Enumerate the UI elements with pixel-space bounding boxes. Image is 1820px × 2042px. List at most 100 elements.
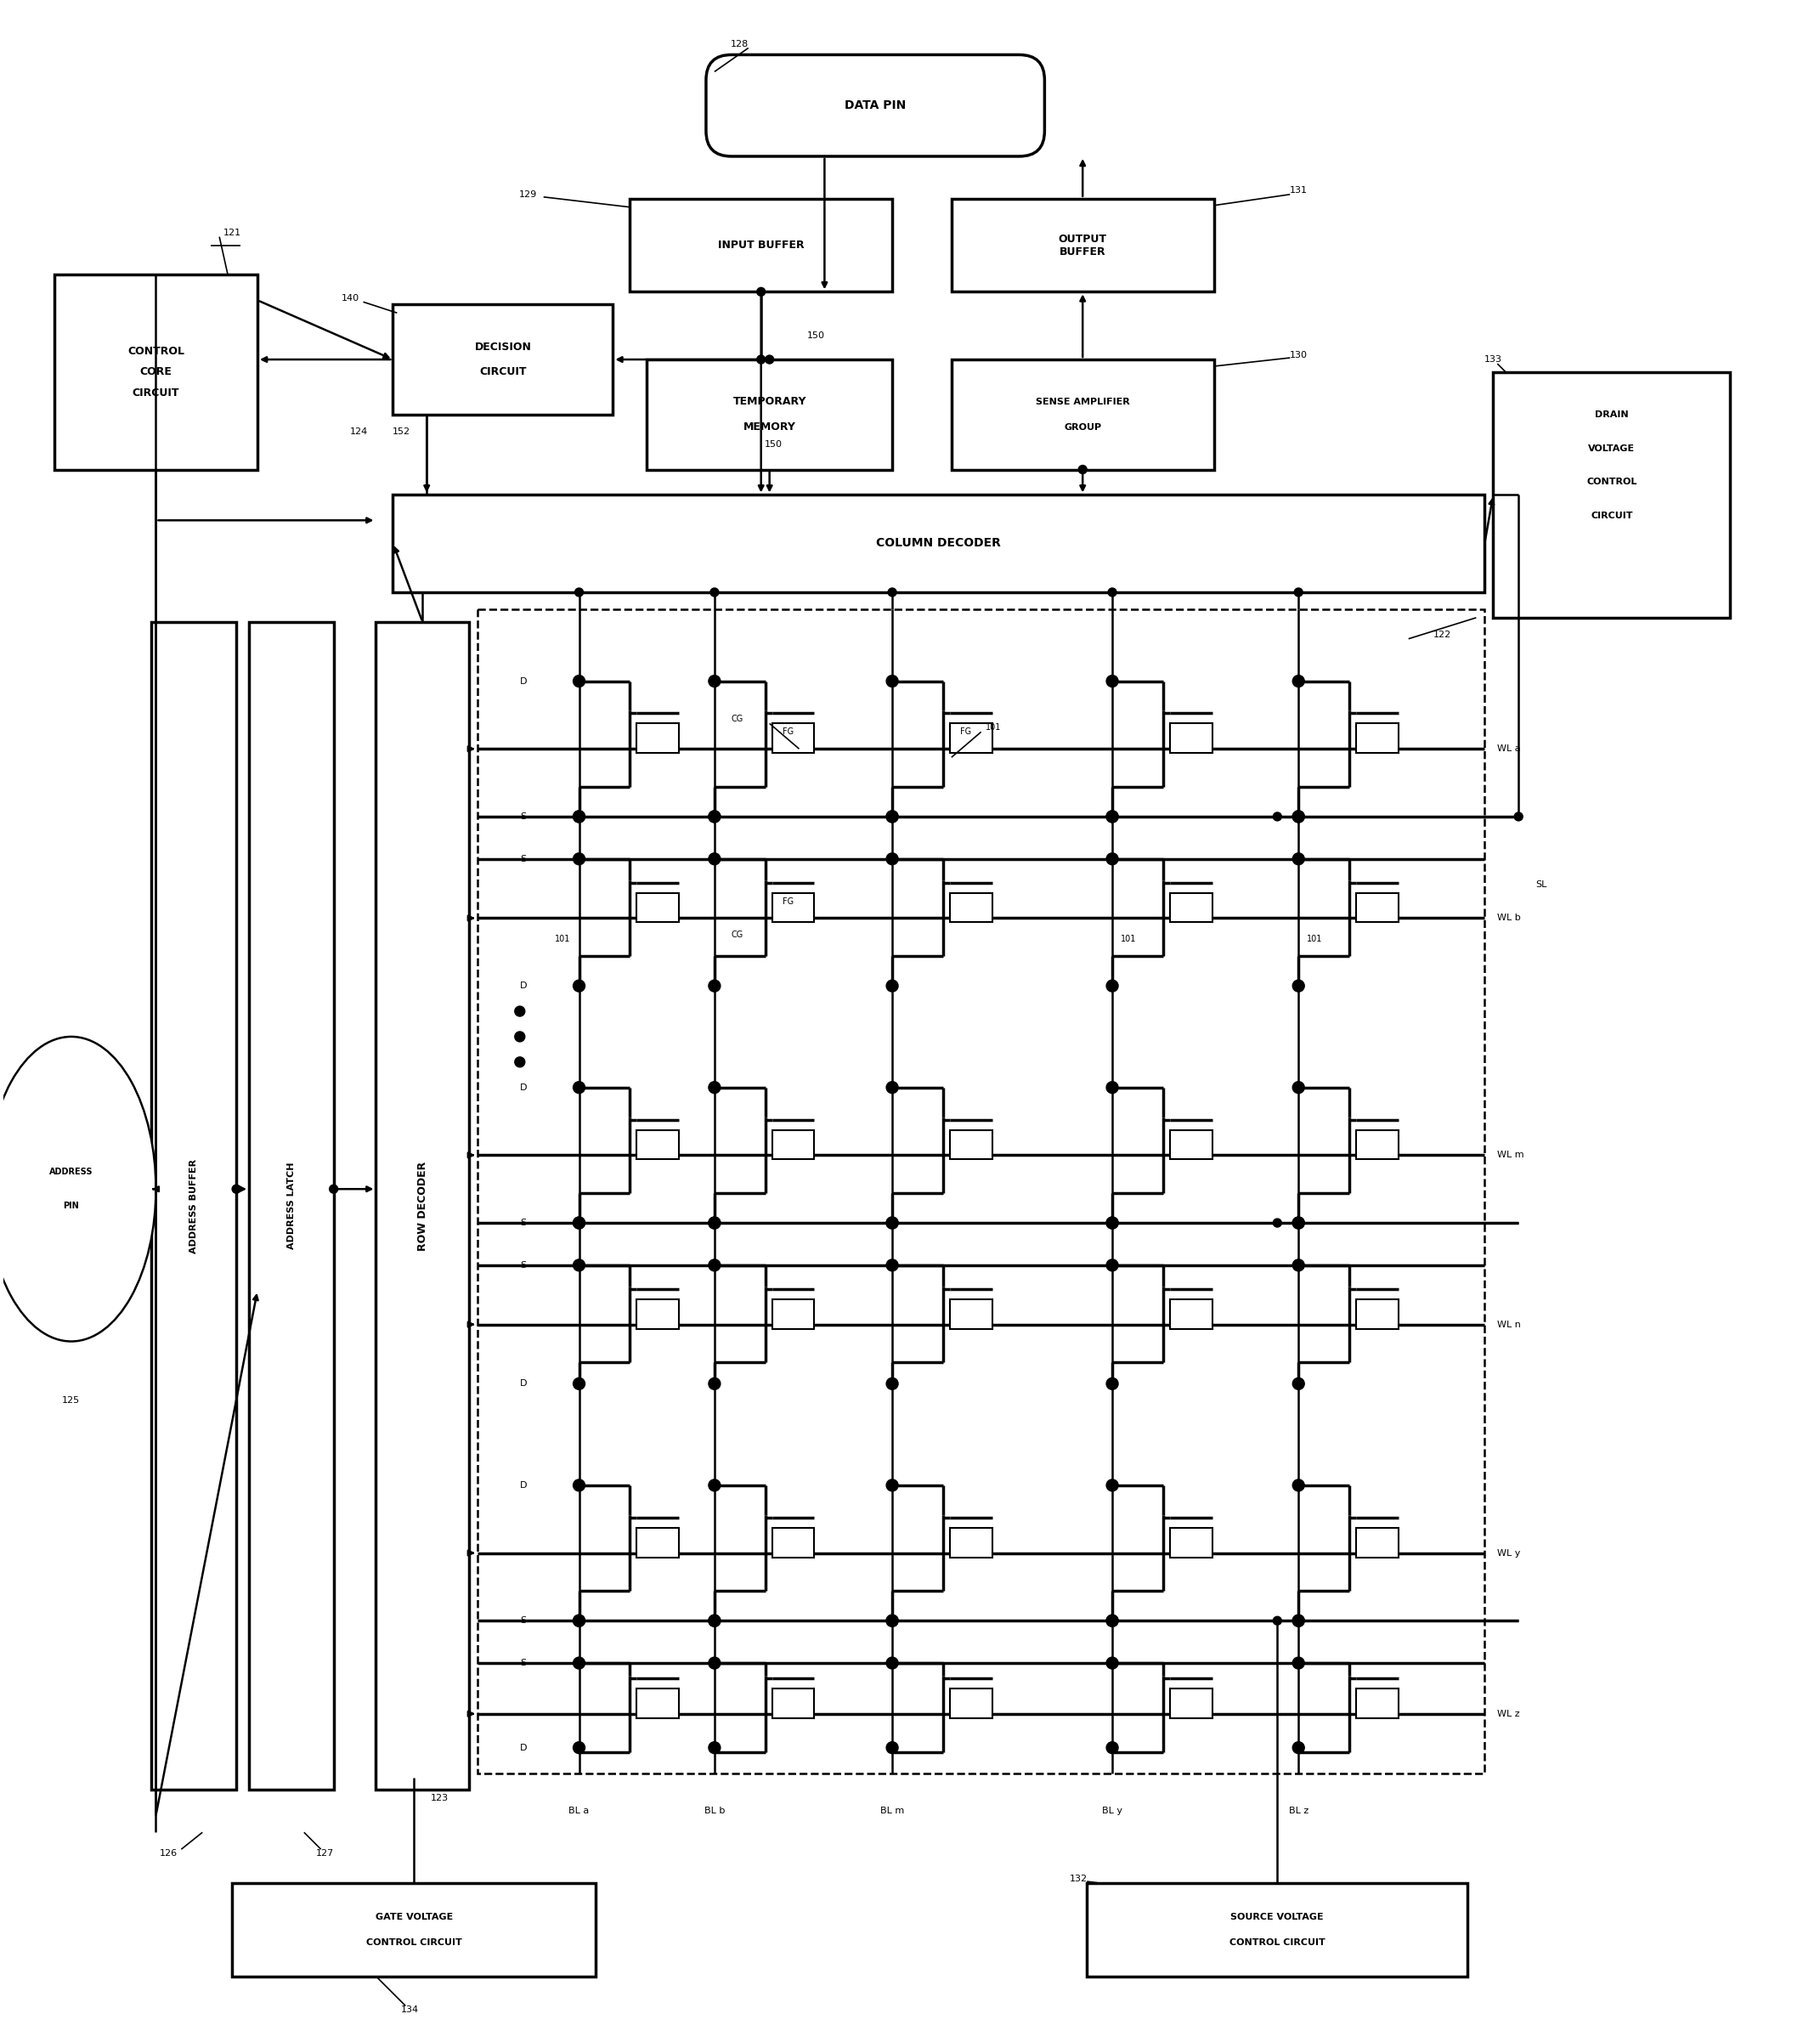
FancyBboxPatch shape <box>706 55 1045 157</box>
Text: 101: 101 <box>985 723 1001 731</box>
Text: FG: FG <box>959 727 972 737</box>
Circle shape <box>886 1217 897 1229</box>
Circle shape <box>515 1031 524 1041</box>
Circle shape <box>1107 1260 1117 1270</box>
Circle shape <box>1274 1219 1281 1227</box>
Circle shape <box>1107 1217 1117 1229</box>
Text: S: S <box>521 813 526 821</box>
Text: D: D <box>521 1480 528 1489</box>
Bar <box>1356 892 1398 923</box>
Circle shape <box>1107 1658 1117 1668</box>
Circle shape <box>1107 1615 1117 1627</box>
Bar <box>393 494 1485 592</box>
Text: WL y: WL y <box>1498 1548 1522 1558</box>
Text: FG: FG <box>783 727 794 737</box>
Bar <box>637 892 679 923</box>
Text: DATA PIN: DATA PIN <box>844 100 906 112</box>
Bar <box>249 623 333 1791</box>
Text: CORE: CORE <box>140 368 171 378</box>
Bar <box>630 198 892 292</box>
Bar <box>950 1527 992 1558</box>
Circle shape <box>1107 1478 1117 1491</box>
Text: VOLTAGE: VOLTAGE <box>1589 443 1634 453</box>
Text: 121: 121 <box>224 229 240 237</box>
Bar <box>772 1299 814 1329</box>
Bar <box>950 1299 992 1329</box>
Text: 140: 140 <box>342 294 360 302</box>
Circle shape <box>1292 1378 1305 1391</box>
Bar <box>637 1299 679 1329</box>
Circle shape <box>708 1217 721 1229</box>
Bar <box>151 623 237 1791</box>
Text: BL b: BL b <box>704 1807 724 1815</box>
Text: 150: 150 <box>806 331 824 341</box>
Bar <box>950 892 992 923</box>
Bar <box>1170 1689 1212 1717</box>
Text: SOURCE VOLTAGE: SOURCE VOLTAGE <box>1230 1913 1323 1922</box>
Circle shape <box>573 1217 584 1229</box>
Circle shape <box>573 1658 584 1668</box>
Circle shape <box>573 1378 584 1391</box>
Text: WL a: WL a <box>1498 745 1522 753</box>
Text: 124: 124 <box>349 427 368 435</box>
Text: 134: 134 <box>400 2005 419 2013</box>
Circle shape <box>1292 854 1305 866</box>
Circle shape <box>1274 813 1281 821</box>
Circle shape <box>886 854 897 866</box>
Text: D: D <box>521 1744 528 1752</box>
Circle shape <box>886 1478 897 1491</box>
Circle shape <box>573 1082 584 1092</box>
Bar <box>1492 372 1731 617</box>
Circle shape <box>1292 1082 1305 1092</box>
Bar <box>646 359 892 470</box>
Circle shape <box>515 1058 524 1068</box>
Bar <box>1356 723 1398 753</box>
Circle shape <box>1107 1217 1117 1229</box>
Circle shape <box>886 1615 897 1627</box>
Circle shape <box>708 676 721 686</box>
Text: FG: FG <box>783 896 794 905</box>
Text: 129: 129 <box>519 190 537 198</box>
Text: 122: 122 <box>1434 631 1451 639</box>
Bar <box>950 723 992 753</box>
Circle shape <box>573 811 584 823</box>
Text: D: D <box>521 1082 528 1092</box>
Text: 133: 133 <box>1485 355 1501 363</box>
Text: DRAIN: DRAIN <box>1594 410 1629 419</box>
Circle shape <box>708 1082 721 1092</box>
Circle shape <box>573 1742 584 1754</box>
Circle shape <box>1292 1217 1305 1229</box>
Circle shape <box>329 1184 339 1193</box>
Circle shape <box>886 1217 897 1229</box>
Circle shape <box>1514 813 1523 821</box>
Text: WL m: WL m <box>1498 1152 1525 1160</box>
Text: ROW DECODER: ROW DECODER <box>417 1162 428 1250</box>
Circle shape <box>1107 1742 1117 1754</box>
Text: S: S <box>521 856 526 864</box>
Circle shape <box>708 1742 721 1754</box>
Circle shape <box>708 1478 721 1491</box>
Circle shape <box>886 811 897 823</box>
Bar <box>377 623 470 1791</box>
Text: COLUMN DECODER: COLUMN DECODER <box>877 537 1001 549</box>
Text: CIRCUIT: CIRCUIT <box>1591 513 1633 521</box>
Circle shape <box>710 588 719 596</box>
Text: S: S <box>521 1658 526 1666</box>
Circle shape <box>708 1615 721 1627</box>
Bar <box>637 1129 679 1160</box>
Text: ADDRESS LATCH: ADDRESS LATCH <box>288 1162 295 1250</box>
Circle shape <box>1107 811 1117 823</box>
Bar <box>950 1689 992 1717</box>
Text: BL z: BL z <box>1289 1807 1309 1815</box>
Ellipse shape <box>0 1037 157 1342</box>
Bar <box>1170 1129 1212 1160</box>
Text: 101: 101 <box>1307 935 1323 943</box>
Circle shape <box>1292 980 1305 992</box>
Circle shape <box>573 980 584 992</box>
Circle shape <box>573 854 584 866</box>
Circle shape <box>708 1378 721 1391</box>
Circle shape <box>886 1742 897 1754</box>
Text: D: D <box>521 1380 528 1389</box>
Text: CIRCUIT: CIRCUIT <box>479 368 526 378</box>
Text: INPUT BUFFER: INPUT BUFFER <box>717 239 804 251</box>
